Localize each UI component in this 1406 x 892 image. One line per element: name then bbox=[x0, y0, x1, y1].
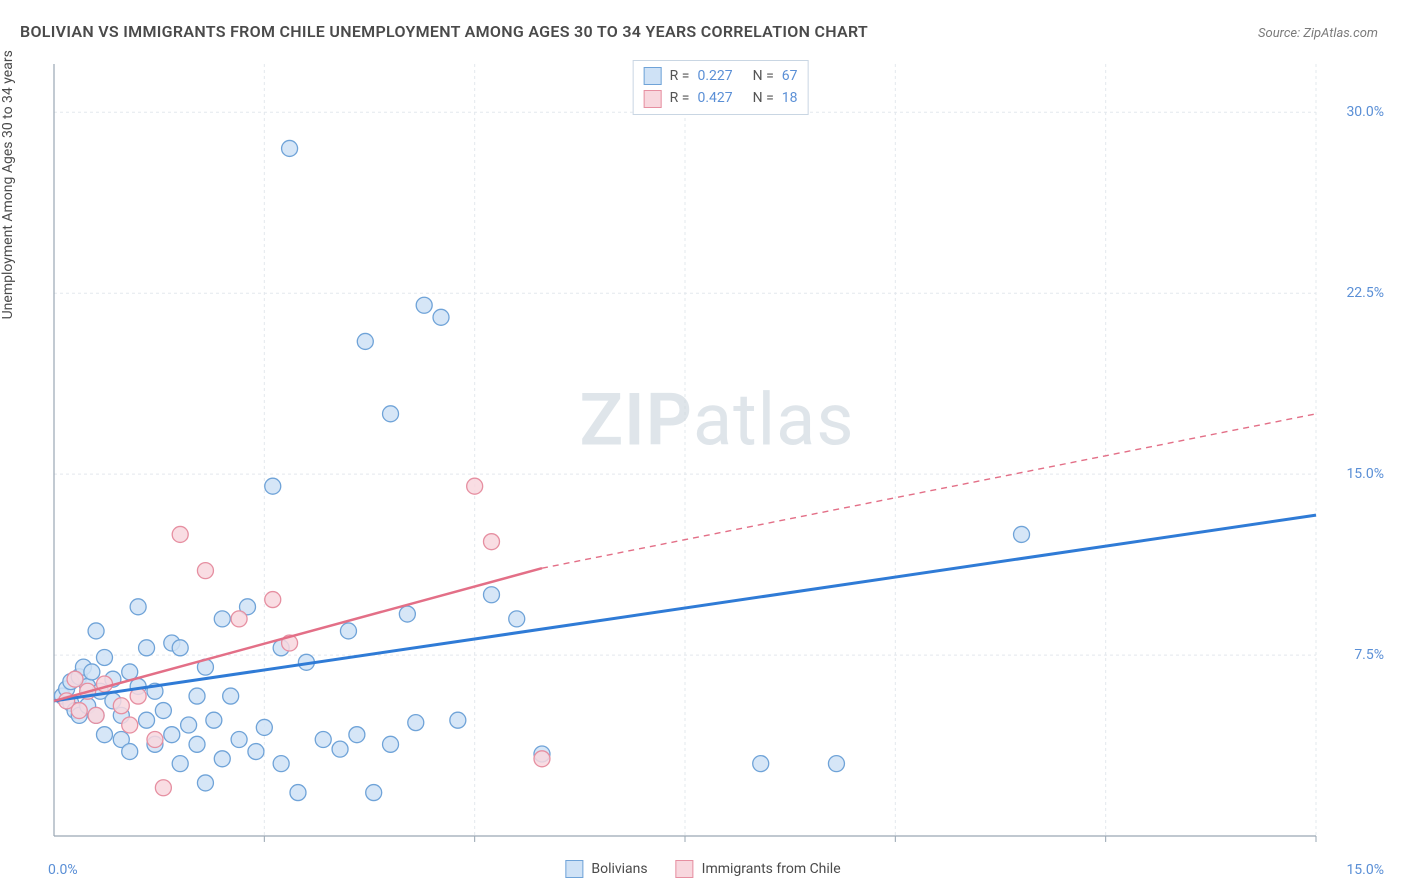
series-legend: Bolivians Immigrants from Chile bbox=[565, 860, 840, 878]
n-value-bolivians: 67 bbox=[782, 65, 798, 87]
swatch-chile bbox=[644, 90, 662, 108]
correlation-legend: R = 0.227 N = 67 R = 0.427 N = 18 bbox=[633, 60, 809, 115]
plot-area: ZIPatlas 7.5%15.0%22.5%30.0% bbox=[48, 60, 1386, 842]
legend-item-chile: Immigrants from Chile bbox=[676, 860, 841, 878]
r-value-chile: 0.427 bbox=[697, 87, 732, 109]
y-tick-label: 30.0% bbox=[1346, 104, 1384, 120]
legend-label-chile: Immigrants from Chile bbox=[702, 861, 841, 877]
chart-container: BOLIVIAN VS IMMIGRANTS FROM CHILE UNEMPL… bbox=[0, 0, 1406, 892]
legend-label-bolivians: Bolivians bbox=[591, 861, 647, 877]
scatter-plot-svg bbox=[48, 60, 1386, 842]
source-attribution: Source: ZipAtlas.com bbox=[1258, 26, 1378, 41]
n-value-chile: 18 bbox=[782, 87, 798, 109]
y-axis-label: Unemployment Among Ages 30 to 34 years bbox=[0, 50, 16, 319]
r-label: R = bbox=[670, 65, 690, 87]
swatch-bolivians bbox=[644, 67, 662, 85]
x-axis-min-label: 0.0% bbox=[48, 862, 78, 878]
r-value-bolivians: 0.227 bbox=[697, 65, 732, 87]
y-tick-label: 15.0% bbox=[1346, 466, 1384, 482]
r-label: R = bbox=[670, 87, 690, 109]
swatch-chile bbox=[676, 860, 694, 878]
y-tick-label: 7.5% bbox=[1354, 647, 1384, 663]
legend-row-bolivians: R = 0.227 N = 67 bbox=[644, 65, 798, 87]
chart-title: BOLIVIAN VS IMMIGRANTS FROM CHILE UNEMPL… bbox=[20, 22, 868, 41]
n-label: N = bbox=[753, 87, 774, 109]
legend-row-chile: R = 0.427 N = 18 bbox=[644, 87, 798, 109]
y-tick-label: 22.5% bbox=[1346, 285, 1384, 301]
n-label: N = bbox=[753, 65, 774, 87]
swatch-bolivians bbox=[565, 860, 583, 878]
legend-item-bolivians: Bolivians bbox=[565, 860, 647, 878]
x-axis-max-label: 15.0% bbox=[1346, 862, 1384, 878]
